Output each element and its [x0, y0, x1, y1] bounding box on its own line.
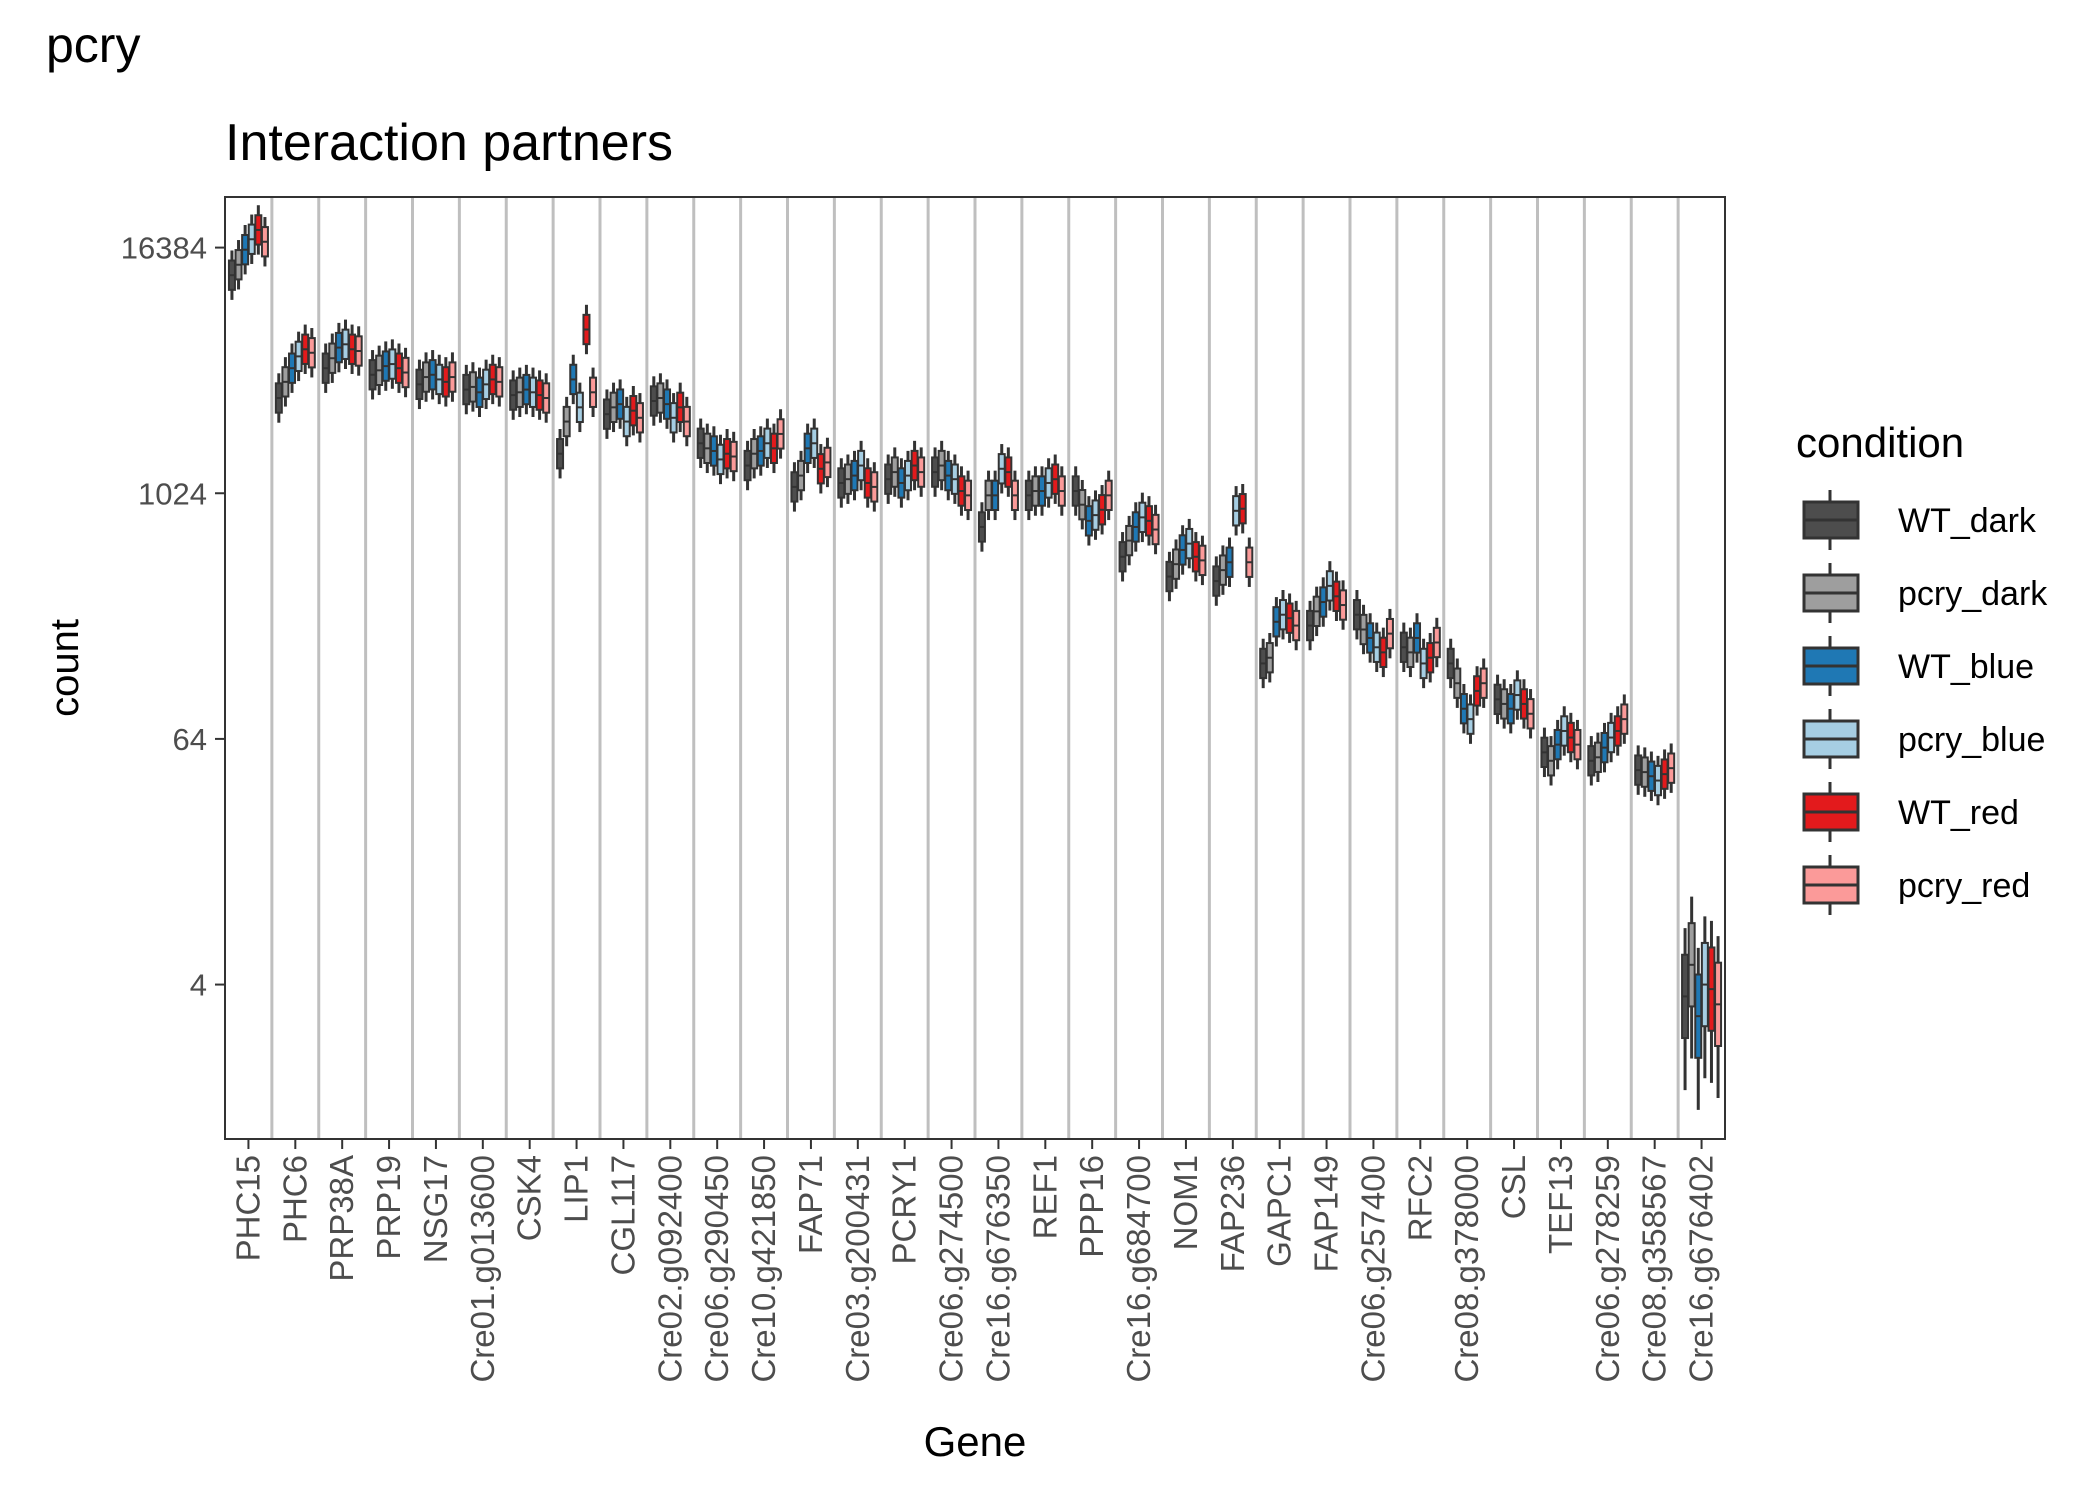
y-axis: 4 64 1024 16384 — [121, 231, 225, 1003]
x-tick-label: CSL — [1495, 1155, 1532, 1219]
x-tick-label: Cre06.g274500 — [933, 1155, 970, 1383]
plot-panel-border — [224, 196, 1726, 1140]
legend-label: pcry_dark — [1898, 575, 2048, 613]
x-tick-label: NOM1 — [1167, 1155, 1204, 1250]
x-axis-label: Gene — [924, 1418, 1027, 1465]
x-tick-label: Cre01.g013600 — [464, 1155, 501, 1383]
legend-label: WT_red — [1898, 794, 2019, 832]
x-tick-label: CSK4 — [511, 1155, 548, 1241]
x-tick-label: PPP16 — [1073, 1155, 1110, 1258]
gene-separators — [270, 197, 1680, 1139]
x-tick-label: FAP71 — [792, 1155, 829, 1254]
y-tick-label: 4 — [190, 968, 207, 1003]
x-tick-label: FAP236 — [1214, 1155, 1251, 1272]
legend-label: WT_dark — [1898, 502, 2037, 540]
x-tick-label: RFC2 — [1401, 1155, 1438, 1241]
x-tick-label: PRP38A — [323, 1155, 360, 1282]
x-tick-label: REF1 — [1026, 1155, 1063, 1239]
x-tick-label: Cre08.g358567 — [1636, 1155, 1673, 1383]
x-tick-label: PHC6 — [276, 1155, 313, 1243]
x-tick-label: PRP19 — [370, 1155, 407, 1260]
x-tick-label: PHC15 — [229, 1155, 266, 1261]
x-tick-label: FAP149 — [1308, 1155, 1345, 1272]
x-tick-label: Cre06.g257400 — [1354, 1155, 1391, 1383]
y-tick-label: 1024 — [138, 476, 207, 511]
legend: condition WT_dark pcry_dark WT_blue pcry_bl… — [1796, 419, 2048, 915]
y-tick-label: 64 — [173, 722, 207, 757]
x-tick-label: TEF13 — [1542, 1155, 1579, 1254]
x-tick-label: Cre06.g290450 — [698, 1155, 735, 1383]
box-marks — [227, 205, 1723, 1110]
x-tick-label: Cre16.g676350 — [979, 1155, 1016, 1383]
x-tick-label: PCRY1 — [886, 1155, 923, 1264]
page-title: pcry — [46, 17, 140, 73]
x-tick-label: Cre16.g684700 — [1120, 1155, 1157, 1383]
legend-title: condition — [1796, 419, 1964, 466]
x-tick-label: LIP1 — [558, 1155, 595, 1223]
x-tick-label: Cre10.g421850 — [745, 1155, 782, 1383]
x-tick-label: CGL117 — [604, 1155, 641, 1275]
x-tick-label: Cre03.g200431 — [839, 1155, 876, 1383]
legend-label: pcry_red — [1898, 867, 2030, 905]
chart-title: Interaction partners — [225, 114, 673, 172]
x-axis: PHC15 PHC6 PRP38A PRP19 NSG17 Cre01.g013600 CS… — [229, 1139, 1720, 1383]
x-tick-label: Cre06.g278259 — [1589, 1155, 1626, 1383]
legend-label: pcry_blue — [1898, 721, 2045, 759]
x-tick-label: NSG17 — [417, 1155, 454, 1263]
y-axis-label: count — [43, 619, 87, 717]
y-tick-label: 16384 — [121, 231, 207, 266]
x-tick-label: Cre16.g676402 — [1683, 1155, 1720, 1383]
x-tick-label: Cre08.g378000 — [1448, 1155, 1485, 1383]
x-tick-label: Cre02.g092400 — [651, 1155, 688, 1383]
legend-label: WT_blue — [1898, 648, 2034, 686]
x-tick-label: GAPC1 — [1261, 1155, 1298, 1267]
